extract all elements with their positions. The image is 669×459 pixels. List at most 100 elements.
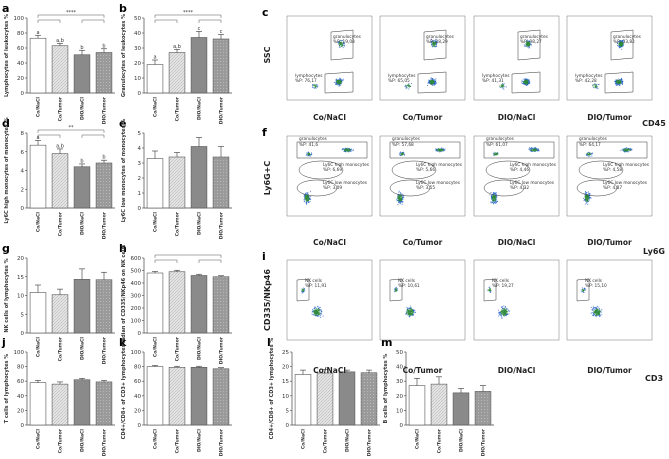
event-dot	[318, 312, 320, 314]
event-dot	[497, 153, 499, 155]
event-dot	[302, 289, 304, 291]
bar-Co/NaCl	[29, 382, 47, 426]
event-dot	[495, 202, 497, 204]
event-dot	[505, 309, 507, 311]
event-dot	[320, 313, 322, 315]
y-tick-label: 3	[138, 161, 142, 167]
event-dot	[533, 147, 535, 149]
event-dot	[534, 148, 536, 150]
bar-DIO/NaCl	[73, 379, 91, 426]
event-dot	[537, 148, 539, 150]
gate-outline	[576, 179, 618, 197]
event-dot	[442, 149, 444, 151]
event-dot	[307, 155, 309, 157]
event-dot	[532, 149, 534, 151]
category-label: DIO/NaCl	[197, 337, 203, 360]
event-dot	[400, 201, 403, 203]
flow-y-axis-label: CD335/NKp46	[263, 269, 272, 331]
event-dot	[492, 196, 494, 198]
event-dot	[621, 84, 624, 86]
event-dot	[351, 148, 353, 150]
event-dot	[303, 199, 305, 201]
y-tick-label: 60	[134, 379, 141, 385]
event-dot	[597, 88, 599, 90]
event-dot	[427, 84, 429, 87]
event-dot	[628, 148, 630, 150]
y-tick-label: 5	[286, 408, 290, 414]
event-dot	[619, 84, 621, 87]
gate-outline	[511, 71, 541, 94]
event-dot	[596, 84, 598, 86]
y-tick-label: 20	[17, 76, 24, 82]
event-dot	[581, 287, 583, 289]
event-dot	[309, 154, 311, 156]
event-dot	[490, 201, 492, 203]
event-dot	[587, 153, 589, 155]
category-label: Co/NaCl	[153, 337, 159, 358]
event-dot	[316, 85, 318, 87]
y-tick-label: 30	[134, 46, 141, 52]
y-tick-label: 25	[282, 350, 289, 356]
event-dot	[489, 287, 491, 290]
event-dot	[319, 309, 321, 311]
event-dot	[305, 203, 308, 205]
event-dot	[586, 198, 588, 200]
event-dot	[430, 81, 432, 83]
event-dot	[311, 85, 313, 87]
plot-frame	[379, 135, 466, 217]
event-dot	[619, 40, 621, 42]
event-dot	[501, 317, 503, 319]
gate-label: Ly6C low monocytes	[323, 180, 368, 186]
event-dot	[587, 191, 589, 193]
category-label: Co/NaCl	[36, 337, 42, 358]
gate-value: %P: 76,17	[295, 78, 317, 84]
event-dot	[316, 309, 318, 311]
event-dot	[533, 149, 535, 151]
gate-label: Ly6C low monocytes	[416, 180, 461, 186]
event-dot	[503, 83, 505, 85]
category-label: DIO/NaCl	[80, 212, 86, 235]
y-tick-label: 100	[131, 319, 142, 325]
event-dot	[318, 315, 320, 317]
category-label: Co/Tumor	[323, 428, 329, 453]
event-dot	[317, 315, 319, 317]
event-dot	[495, 153, 497, 155]
event-dot	[621, 82, 623, 84]
event-dot	[434, 84, 436, 86]
event-dot	[620, 40, 622, 42]
event-dot	[406, 306, 408, 308]
category-label: DIO/Tumor	[481, 428, 487, 456]
event-dot	[305, 195, 307, 197]
category-label: Co/Tumor	[175, 336, 181, 361]
y-axis-label: CD4+/CD8+ of CD3+ lymphocytes %	[269, 338, 275, 440]
event-dot	[494, 153, 496, 155]
event-dot	[595, 312, 597, 314]
event-dot	[596, 86, 598, 88]
category-label: Co/Tumor	[175, 211, 181, 236]
gate-outline	[485, 160, 531, 180]
event-dot	[582, 289, 584, 292]
event-dot	[307, 153, 309, 155]
bar-DIO/NaCl	[73, 54, 91, 94]
gate-label: Ly6C high monocytes	[416, 162, 463, 168]
event-dot	[430, 41, 432, 43]
category-label: DIO/Tumor	[102, 211, 108, 239]
bar-DIO/NaCl	[190, 275, 208, 334]
category-label: Co/Tumor	[175, 428, 181, 453]
event-dot	[319, 315, 322, 317]
event-dot	[398, 194, 401, 197]
y-tick-label: 30	[396, 379, 403, 385]
event-dot	[405, 86, 407, 88]
event-dot	[335, 79, 337, 81]
event-dot	[399, 151, 401, 153]
event-dot	[435, 148, 437, 150]
event-dot	[401, 154, 403, 156]
event-dot	[303, 195, 305, 197]
category-label: DIO/Tumor	[219, 336, 225, 364]
event-dot	[621, 148, 623, 150]
event-dot	[617, 81, 619, 83]
event-dot	[529, 43, 531, 45]
event-dot	[433, 84, 435, 86]
